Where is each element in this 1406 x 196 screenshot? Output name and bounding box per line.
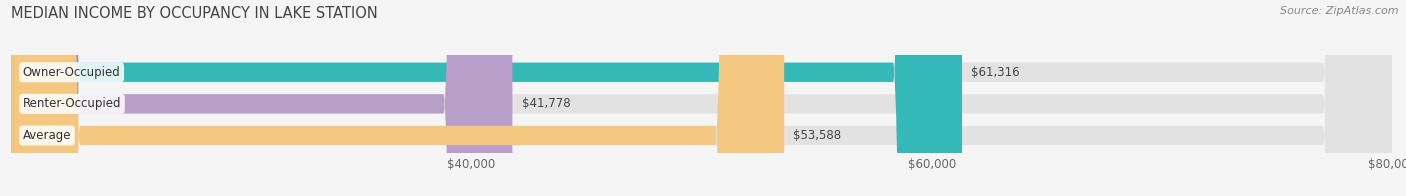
Text: Owner-Occupied: Owner-Occupied bbox=[22, 66, 121, 79]
Text: $53,588: $53,588 bbox=[793, 129, 841, 142]
Text: $41,778: $41,778 bbox=[522, 97, 571, 110]
FancyBboxPatch shape bbox=[11, 0, 1392, 196]
FancyBboxPatch shape bbox=[11, 0, 785, 196]
Text: Renter-Occupied: Renter-Occupied bbox=[22, 97, 121, 110]
FancyBboxPatch shape bbox=[11, 0, 962, 196]
FancyBboxPatch shape bbox=[11, 0, 1392, 196]
Text: MEDIAN INCOME BY OCCUPANCY IN LAKE STATION: MEDIAN INCOME BY OCCUPANCY IN LAKE STATI… bbox=[11, 6, 378, 21]
Text: Source: ZipAtlas.com: Source: ZipAtlas.com bbox=[1281, 6, 1399, 16]
FancyBboxPatch shape bbox=[11, 0, 1392, 196]
Text: $61,316: $61,316 bbox=[972, 66, 1019, 79]
Text: Average: Average bbox=[22, 129, 72, 142]
FancyBboxPatch shape bbox=[11, 0, 512, 196]
